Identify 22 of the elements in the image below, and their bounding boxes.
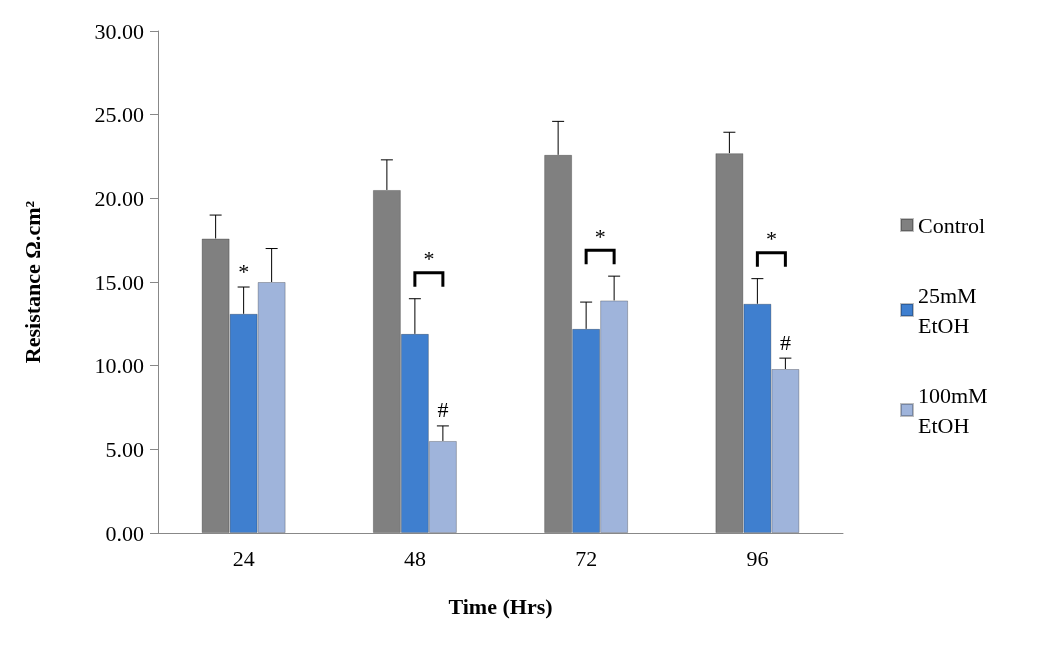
annotation: * — [238, 258, 250, 284]
annotation: * — [765, 226, 777, 252]
annotation: # — [437, 397, 449, 423]
annotation: * — [423, 246, 435, 272]
annotation: * — [594, 223, 606, 249]
y-tick-label: 10.00 — [94, 353, 144, 379]
y-tick-label: 5.00 — [105, 436, 144, 462]
y-tick-label: 30.00 — [94, 18, 144, 44]
x-tick-label: 72 — [575, 545, 598, 571]
x-tick-label: 48 — [403, 545, 426, 571]
y-tick-label: 25.00 — [94, 102, 144, 128]
y-axis-title: Resistance Ω.cm² — [19, 200, 45, 364]
y-tick-label: 20.00 — [94, 185, 144, 211]
y-tick-label: 0.00 — [105, 520, 144, 546]
y-tick-label: 15.00 — [94, 269, 144, 295]
x-tick-label: 24 — [232, 545, 255, 571]
x-axis-title: Time (Hrs) — [448, 593, 553, 619]
legend-label: 100mM EtOH — [918, 382, 994, 438]
annotation: # — [779, 329, 791, 355]
legend-label: Control — [918, 212, 986, 238]
legend-label: 25mM EtOH — [918, 282, 983, 338]
x-tick-label: 96 — [746, 545, 769, 571]
